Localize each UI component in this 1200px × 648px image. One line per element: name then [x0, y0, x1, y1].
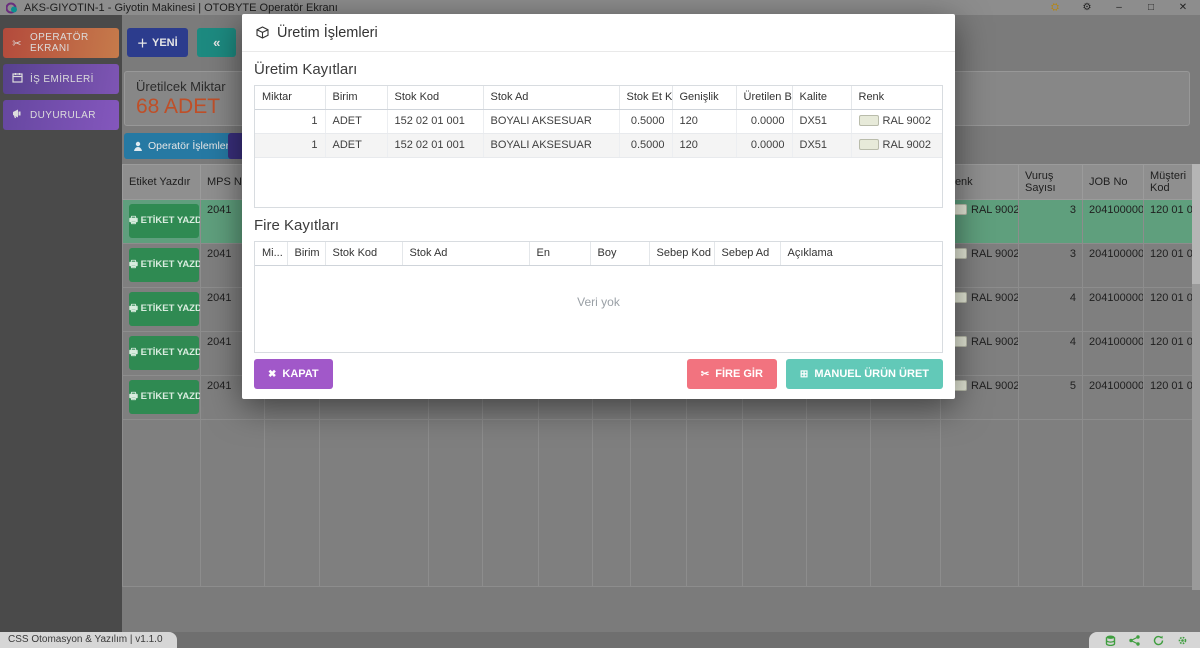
sidebar-item-operator-ekrani[interactable]: ✂ OPERATÖR EKRANI [3, 28, 119, 58]
statusbar-brand: CSS Otomasyon & Yazılım | v1.1.0 [0, 632, 177, 648]
fire-records-table: Mi... Birim Stok Kod Stok Ad En Boy Sebe… [254, 241, 943, 353]
calendar-icon [11, 72, 23, 86]
ral-color-swatch [858, 139, 879, 150]
quantity-value: 68 ADET [136, 95, 221, 118]
theme-bulb-icon[interactable]: ⛭ [1051, 2, 1059, 13]
sidebar: ✂ OPERATÖR EKRANI İŞ EMİRLERİ DUYURULAR [0, 15, 122, 632]
settings-gear-icon[interactable]: ⚙ [1082, 2, 1092, 13]
user-icon [134, 141, 142, 151]
app-logo-icon [6, 2, 17, 13]
minimize-button[interactable]: – [1116, 2, 1122, 13]
fire-records-heading: Fire Kayıtları [254, 217, 340, 234]
modal-footer: ✖ KAPAT ✂ FİRE GİR ⊞ MANUEL ÜRÜN ÜRET [254, 359, 943, 389]
production-header-row: Miktar Birim Stok Kod Stok Ad Stok Et Ka… [255, 86, 942, 110]
database-icon[interactable] [1105, 635, 1116, 646]
modal-title: Üretim İşlemleri [277, 24, 378, 41]
scissors-icon: ✂ [700, 368, 710, 380]
plus-icon: ＋ [137, 37, 148, 50]
maximize-button[interactable]: □ [1147, 2, 1155, 13]
grid-scrollbar[interactable] [1192, 164, 1200, 590]
etiket-yazdir-button[interactable]: 🖶 ETİKET YAZDIR [129, 380, 200, 414]
scrollbar-thumb[interactable] [1192, 164, 1200, 284]
gear-icon[interactable] [1177, 635, 1188, 646]
quantity-label: Üretilcek Miktar [136, 79, 226, 94]
ral-color-swatch [858, 115, 879, 126]
sidebar-item-is-emirleri[interactable]: İŞ EMİRLERİ [3, 64, 119, 94]
window-titlebar: AKS-GIYOTIN-1 - Giyotin Makinesi | OTOBY… [0, 0, 1200, 15]
scissors-icon: ✂ [12, 37, 22, 50]
sync-icon[interactable] [1153, 635, 1164, 646]
production-row[interactable]: 1 ADET 152 02 01 001 BOYALI AKSESUAR 0.5… [255, 109, 942, 134]
window-title: AKS-GIYOTIN-1 - Giyotin Makinesi | OTOBY… [24, 1, 338, 14]
modal-header: Üretim İşlemleri [242, 14, 955, 52]
etiket-yazdir-button[interactable]: 🖶 ETİKET YAZDIR [129, 248, 200, 282]
grid-action-bar: Operatör İşlemleri H [124, 133, 298, 159]
cube-icon [256, 26, 269, 39]
share-icon[interactable] [1129, 634, 1140, 646]
close-window-button[interactable]: ✕ [1178, 2, 1188, 13]
grid-empty-area [122, 419, 1193, 587]
megaphone-icon [11, 108, 23, 122]
uretim-islemleri-modal: Üretim İşlemleri Üretim Kayıtları Miktar… [242, 14, 955, 399]
production-row[interactable]: 1 ADET 152 02 01 001 BOYALI AKSESUAR 0.5… [255, 133, 942, 158]
etiket-yazdir-button[interactable]: 🖶 ETİKET YAZDIR [129, 292, 200, 326]
plus-square-icon: ⊞ [799, 368, 809, 380]
empty-data-message: Veri yok [577, 295, 620, 309]
sidebar-item-label: İŞ EMİRLERİ [30, 73, 94, 85]
sidebar-item-label: OPERATÖR EKRANI [30, 32, 89, 54]
production-records-heading: Üretim Kayıtları [254, 61, 358, 78]
sidebar-item-duyurular[interactable]: DUYURULAR [3, 100, 119, 130]
manuel-urun-uret-button[interactable]: ⊞ MANUEL ÜRÜN ÜRET [785, 359, 943, 389]
new-button[interactable]: ＋ YENİ [127, 28, 188, 57]
production-records-table: Miktar Birim Stok Kod Stok Ad Stok Et Ka… [254, 85, 943, 208]
chevrons-left-icon: « [213, 35, 220, 50]
fire-header-row: Mi... Birim Stok Kod Stok Ad En Boy Sebe… [255, 242, 942, 266]
operator-islemleri-button[interactable]: Operatör İşlemleri [124, 133, 241, 159]
statusbar-icons [1089, 632, 1200, 648]
close-x-icon: ✖ [268, 368, 277, 380]
fire-gir-button[interactable]: ✂ FİRE GİR [686, 359, 777, 389]
kapat-button[interactable]: ✖ KAPAT [254, 359, 333, 389]
etiket-yazdir-button[interactable]: 🖶 ETİKET YAZDIR [129, 204, 200, 238]
etiket-yazdir-button[interactable]: 🖶 ETİKET YAZDIR [129, 336, 200, 370]
statusbar: CSS Otomasyon & Yazılım | v1.1.0 [0, 632, 1200, 648]
collapse-button[interactable]: « [196, 28, 236, 57]
sidebar-item-label: DUYURULAR [30, 109, 96, 121]
